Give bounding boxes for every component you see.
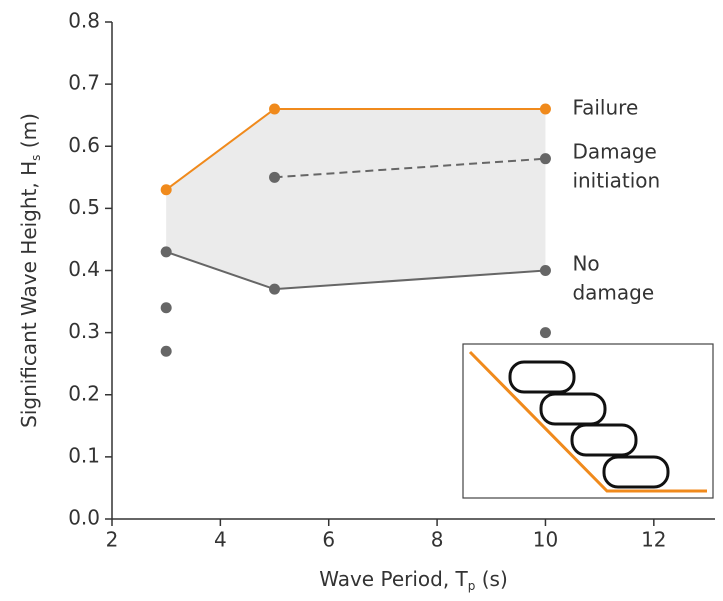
inset-block — [570, 423, 638, 457]
series-label: Failure — [572, 95, 638, 119]
x-axis-label: Wave Period, Tp (s) — [319, 567, 508, 593]
y-tick-label: 0.2 — [68, 381, 100, 405]
data-point — [269, 171, 281, 183]
y-axis-label: Significant Wave Height, Hs (m) — [17, 113, 43, 428]
series-label: No damage — [572, 251, 654, 304]
band — [166, 108, 546, 290]
x-tick-label: 10 — [533, 528, 558, 552]
y-tick-label: 0.7 — [68, 71, 100, 95]
y-axis-label-part: s — [29, 155, 43, 161]
data-point — [539, 327, 551, 339]
data-point — [269, 103, 281, 115]
inset-block — [508, 360, 576, 394]
series-line — [274, 157, 546, 179]
inset-block — [539, 392, 607, 426]
data-point — [539, 103, 551, 115]
data-point — [160, 184, 172, 196]
y-tick-label: 0.3 — [68, 319, 100, 343]
y-tick-label: 0.0 — [68, 506, 100, 530]
plot-area: 0.0 0.1 0.2 0.3 0.4 0.5 0.6 0.7 0.8 2 4 6 8 10 12 Wave … — [17, 9, 715, 593]
data-point — [539, 265, 551, 276]
data-point — [160, 246, 172, 258]
y-tick-label: 0.6 — [68, 133, 100, 157]
data-point — [539, 153, 551, 165]
inset-diagram — [462, 343, 714, 499]
x-tick-label: 8 — [431, 528, 444, 552]
x-tick-label: 2 — [106, 528, 119, 552]
y-axis-label-part: Significant Wave Height, H — [17, 161, 41, 428]
x-axis-label-part: p — [468, 579, 476, 593]
x-axis-label-part: Wave Period, T — [319, 567, 468, 591]
y-tick-label: 0.8 — [68, 9, 100, 33]
data-point — [160, 302, 172, 314]
inset-slope — [468, 350, 707, 493]
data-point — [160, 345, 172, 357]
data-point — [269, 283, 281, 295]
x-tick-label: 6 — [322, 528, 335, 552]
x-tick-label: 12 — [641, 528, 666, 552]
y-axis-label-part: (m) — [17, 113, 41, 154]
x-axis-label-part: (s) — [475, 567, 507, 591]
y-tick-label: 0.1 — [68, 443, 100, 467]
x-tick-label: 4 — [214, 528, 227, 552]
y-tick-label: 0.5 — [68, 195, 100, 219]
inset-block — [602, 455, 670, 489]
series-label: Damage initiation — [572, 139, 660, 192]
y-tick-label: 0.4 — [68, 257, 100, 281]
